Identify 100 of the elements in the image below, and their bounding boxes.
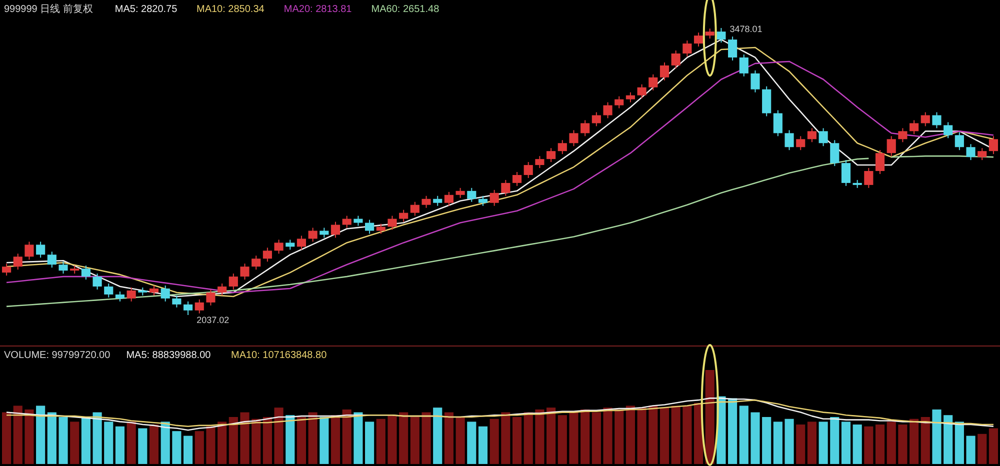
candlestick [875,150,885,174]
candlestick [376,223,386,234]
candlestick [648,74,658,91]
bar [750,412,760,464]
bar [228,417,238,464]
candlestick [81,265,90,280]
candlestick [2,263,12,276]
bar [796,424,806,464]
candlestick [296,235,306,250]
candlestick [569,130,578,147]
candlestick [13,253,22,270]
text: MA5: 2820.75 [114,4,178,15]
candlestick [512,172,522,186]
candlestick [126,287,136,302]
candlestick [308,227,318,242]
candlestick [410,201,420,216]
candlestick [104,283,114,298]
candlestick [580,120,590,137]
candlestick [830,140,840,167]
bar [149,424,159,464]
candlestick [978,148,987,161]
candlestick [910,120,919,135]
bar [637,408,646,464]
candlestick [796,136,806,151]
bar [490,418,499,464]
candlestick [864,168,874,188]
bar [399,412,408,464]
candlestick [47,251,56,268]
candlestick [240,263,250,280]
text: MA60: 2651.48 [371,4,440,15]
bar [592,412,601,464]
bar [535,409,544,464]
candlestick [773,110,782,137]
candlestick [898,128,908,143]
candlestick [456,187,465,198]
candlestick [160,285,170,302]
bar [705,370,714,464]
candlestick [682,40,692,57]
bar [422,412,431,464]
candlestick [252,255,261,270]
bar [932,409,942,464]
candlestick [24,241,34,260]
candlestick [388,215,397,230]
candlestick [614,96,624,109]
bar [47,412,56,464]
bar [160,422,170,464]
bar [762,417,772,464]
bar [81,417,90,464]
text: MA10: 107163848.80 [231,350,328,361]
candlestick [286,239,295,250]
candlestick [467,187,476,202]
bar [944,415,953,464]
bar [864,426,874,464]
candlestick [58,261,68,274]
candlestick [501,179,510,196]
bar [24,409,34,464]
candlestick [115,291,125,302]
bar [818,422,828,464]
candlestick [535,156,544,169]
bar [512,417,522,464]
bar [773,422,782,464]
annotation: 2037.02 [196,315,230,325]
candlestick [558,140,567,155]
bar [966,436,976,464]
candlestick [92,273,102,290]
text: MA10: 2850.34 [196,4,265,15]
bar [841,422,851,464]
bar [218,422,227,464]
bar [739,406,748,464]
candlestick [671,50,680,69]
bar [388,415,397,464]
text: MA20: 2813.81 [284,4,352,15]
candlestick [274,239,284,254]
candlestick [705,28,714,40]
candlestick [206,289,216,306]
candlestick [592,112,601,127]
bar [501,412,510,464]
candlestick [546,148,556,163]
candlestick [762,86,772,117]
candlestick [944,122,953,139]
bar [184,436,193,464]
bar [478,426,488,464]
annotation: 3478.01 [730,24,762,34]
candlestick [626,92,635,103]
candlestick [886,136,896,157]
candlestick [365,219,374,234]
chart-title: 999999 日线 前复权 [4,3,93,15]
bar [172,431,182,464]
candlestick [818,128,828,147]
candlestick [603,102,612,119]
bar [988,428,998,464]
bar [671,406,680,464]
bar [910,418,919,464]
bar [433,408,442,464]
bar [852,424,862,464]
bar [36,406,46,464]
candlestick [739,54,748,77]
candlestick [841,160,851,186]
bar [308,412,318,464]
candlestick [524,162,533,178]
